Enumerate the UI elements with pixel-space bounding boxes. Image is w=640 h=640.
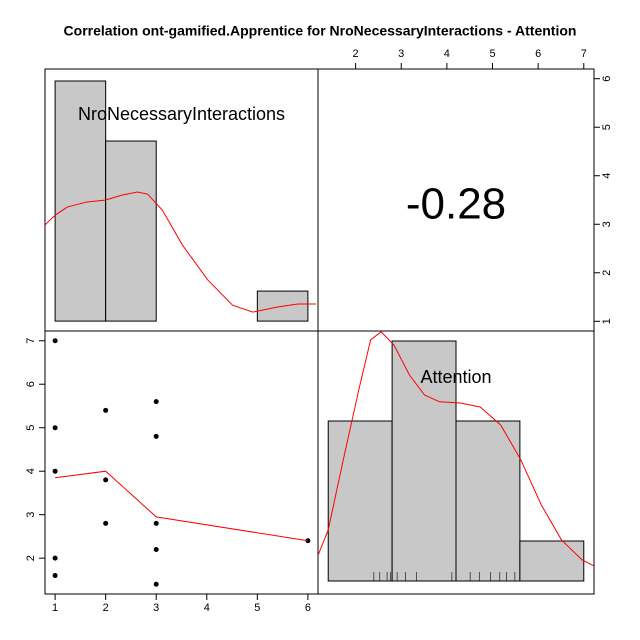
y-tick-label: 2 xyxy=(25,555,37,561)
y-tick-label: 7 xyxy=(25,338,37,344)
right-tick-label: 2 xyxy=(601,270,613,276)
point xyxy=(52,555,58,561)
y-tick-label: 6 xyxy=(25,381,37,387)
correlation: -0.28 xyxy=(406,180,506,229)
point xyxy=(52,468,58,474)
point xyxy=(52,573,58,579)
clip-group xyxy=(45,191,316,313)
variable-label: NroNecessaryInteractions xyxy=(78,104,285,124)
hist-bar xyxy=(391,340,457,582)
x-tick-label: 5 xyxy=(254,602,260,614)
point xyxy=(153,399,159,405)
top-tick-label: 5 xyxy=(489,48,495,60)
x-tick-label: 3 xyxy=(153,602,159,614)
chart-title: Correlation ont-gamified.Apprentice for … xyxy=(64,23,577,39)
point xyxy=(103,407,109,413)
right-tick-label: 1 xyxy=(601,318,613,324)
right-tick-label: 5 xyxy=(601,124,613,130)
point xyxy=(153,546,159,552)
hist-bar xyxy=(105,140,157,322)
top-tick-label: 3 xyxy=(398,48,404,60)
x-tick-label: 2 xyxy=(103,602,109,614)
variable-label: Attention xyxy=(420,367,491,387)
x-tick-label: 6 xyxy=(305,602,311,614)
top-tick-label: 4 xyxy=(444,48,450,60)
clip-group xyxy=(318,331,594,567)
point xyxy=(52,338,58,344)
density-line xyxy=(45,191,316,313)
x-tick-label: 1 xyxy=(52,602,58,614)
hist-bar xyxy=(519,540,585,582)
smooth-line xyxy=(55,470,308,542)
y-tick-label: 4 xyxy=(25,468,37,474)
top-tick-label: 2 xyxy=(353,48,359,60)
point xyxy=(153,433,159,439)
right-tick-label: 3 xyxy=(601,221,613,227)
top-tick-label: 7 xyxy=(581,48,587,60)
density-line xyxy=(318,331,594,567)
right-tick-label: 4 xyxy=(601,173,613,179)
point xyxy=(153,520,159,526)
top-tick-label: 6 xyxy=(535,48,541,60)
point xyxy=(52,425,58,431)
y-tick-label: 5 xyxy=(25,425,37,431)
hist-bar xyxy=(327,420,393,582)
right-tick-label: 6 xyxy=(601,76,613,82)
point xyxy=(153,581,159,587)
hist-bar xyxy=(455,420,521,582)
point xyxy=(103,520,109,526)
x-tick-label: 4 xyxy=(204,602,210,614)
y-tick-label: 3 xyxy=(25,512,37,518)
point xyxy=(103,477,109,483)
